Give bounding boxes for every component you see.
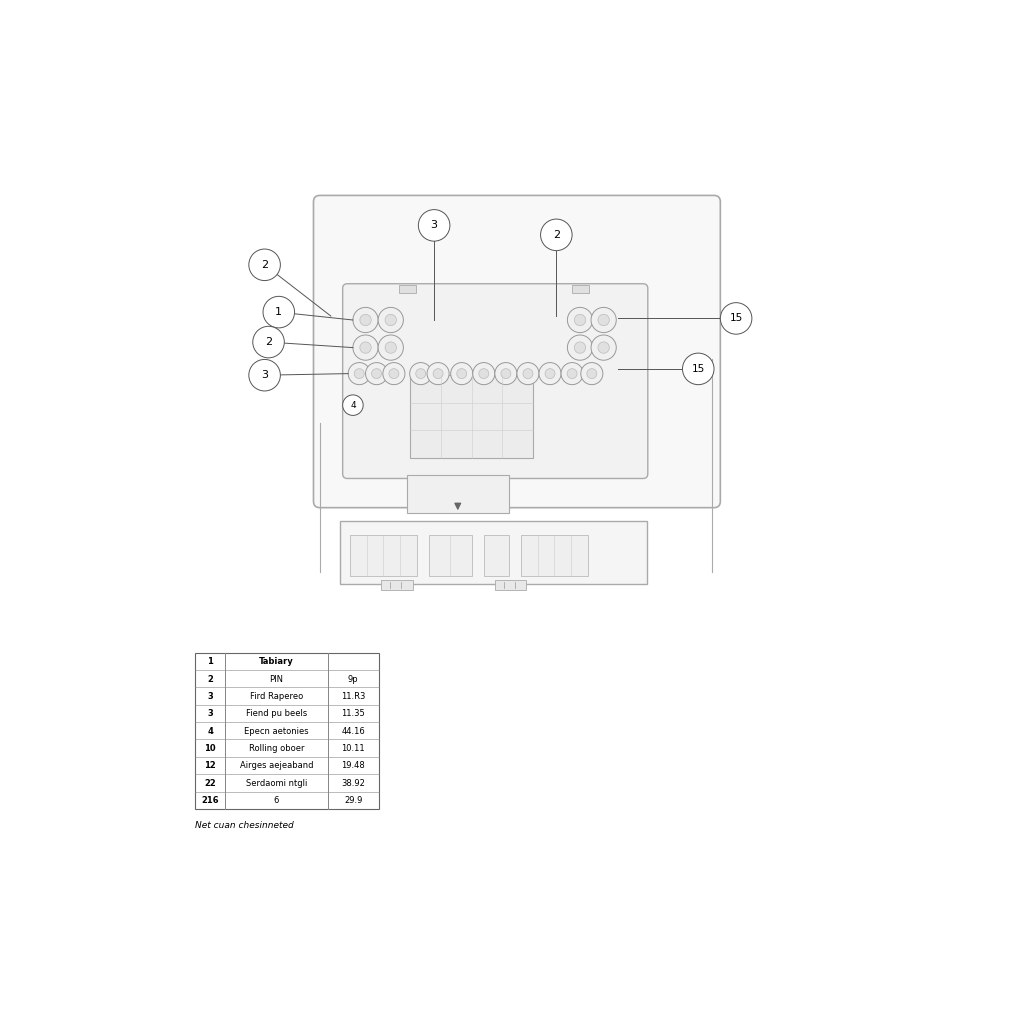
Bar xyxy=(429,536,472,577)
Circle shape xyxy=(539,362,561,385)
Bar xyxy=(521,536,588,577)
Text: 2: 2 xyxy=(261,260,268,269)
Text: 4: 4 xyxy=(207,727,213,735)
Circle shape xyxy=(378,307,403,333)
Circle shape xyxy=(419,210,450,241)
Circle shape xyxy=(517,362,539,385)
Bar xyxy=(407,475,509,513)
Bar xyxy=(381,581,413,590)
Circle shape xyxy=(385,342,396,353)
Bar xyxy=(483,536,509,577)
Circle shape xyxy=(359,314,372,326)
Text: 11.R3: 11.R3 xyxy=(341,692,366,701)
Circle shape xyxy=(427,362,450,385)
Circle shape xyxy=(348,362,371,385)
Circle shape xyxy=(591,335,616,360)
Circle shape xyxy=(523,369,532,379)
Circle shape xyxy=(457,369,467,379)
Bar xyxy=(572,286,590,293)
Text: 19.48: 19.48 xyxy=(341,761,366,770)
Text: 2: 2 xyxy=(207,675,213,684)
Circle shape xyxy=(249,249,281,281)
Circle shape xyxy=(720,303,752,334)
Circle shape xyxy=(574,314,586,326)
Circle shape xyxy=(682,353,714,385)
Circle shape xyxy=(389,369,399,379)
Circle shape xyxy=(545,369,555,379)
Circle shape xyxy=(598,314,609,326)
Circle shape xyxy=(366,362,388,385)
Circle shape xyxy=(372,369,382,379)
Bar xyxy=(398,286,416,293)
Text: 15: 15 xyxy=(729,313,742,324)
Text: 1: 1 xyxy=(207,657,213,667)
Circle shape xyxy=(263,296,295,328)
Text: 3: 3 xyxy=(207,710,213,718)
FancyBboxPatch shape xyxy=(343,284,648,478)
Text: Airges aejeaband: Airges aejeaband xyxy=(240,761,313,770)
Text: PIN: PIN xyxy=(269,675,284,684)
Circle shape xyxy=(501,369,511,379)
Bar xyxy=(196,652,379,809)
Text: 10: 10 xyxy=(205,744,216,753)
Text: 3: 3 xyxy=(207,692,213,701)
Text: 22: 22 xyxy=(205,778,216,787)
Text: Fiend pu beels: Fiend pu beels xyxy=(246,710,307,718)
Circle shape xyxy=(561,362,583,385)
Circle shape xyxy=(249,359,281,391)
Text: 3: 3 xyxy=(261,371,268,380)
Circle shape xyxy=(541,219,572,251)
Text: 9p: 9p xyxy=(348,675,358,684)
Text: 4: 4 xyxy=(350,400,355,410)
FancyBboxPatch shape xyxy=(313,196,720,508)
Circle shape xyxy=(574,342,586,353)
Circle shape xyxy=(479,369,488,379)
Text: 11.35: 11.35 xyxy=(341,710,366,718)
Text: 3: 3 xyxy=(431,220,437,230)
Text: 15: 15 xyxy=(691,364,705,374)
Circle shape xyxy=(383,362,404,385)
Text: 44.16: 44.16 xyxy=(341,727,366,735)
Circle shape xyxy=(353,335,378,360)
Text: Fird Rapereo: Fird Rapereo xyxy=(250,692,303,701)
Circle shape xyxy=(385,314,396,326)
Circle shape xyxy=(567,307,593,333)
Circle shape xyxy=(587,369,597,379)
Text: 29.9: 29.9 xyxy=(344,796,362,805)
Text: Rolling oboer: Rolling oboer xyxy=(249,744,304,753)
Circle shape xyxy=(567,369,578,379)
Circle shape xyxy=(451,362,473,385)
Text: 216: 216 xyxy=(202,796,219,805)
Text: 38.92: 38.92 xyxy=(341,778,366,787)
Text: Serdaomi ntgli: Serdaomi ntgli xyxy=(246,778,307,787)
Circle shape xyxy=(378,335,403,360)
Text: Net cuan chesinneted: Net cuan chesinneted xyxy=(196,820,294,829)
Circle shape xyxy=(416,369,426,379)
Circle shape xyxy=(343,395,364,416)
Circle shape xyxy=(354,369,365,379)
Text: 2: 2 xyxy=(553,229,560,240)
Circle shape xyxy=(598,342,609,353)
Text: 1: 1 xyxy=(275,307,283,317)
Circle shape xyxy=(473,362,495,385)
Bar xyxy=(350,536,417,577)
Text: 10.11: 10.11 xyxy=(341,744,366,753)
Circle shape xyxy=(433,369,443,379)
Circle shape xyxy=(591,307,616,333)
Bar xyxy=(340,521,647,584)
Bar xyxy=(495,581,526,590)
Text: 2: 2 xyxy=(265,337,272,347)
Circle shape xyxy=(567,335,593,360)
Circle shape xyxy=(253,327,285,357)
Circle shape xyxy=(353,307,378,333)
Text: 6: 6 xyxy=(273,796,280,805)
Circle shape xyxy=(410,362,432,385)
Bar xyxy=(411,375,532,458)
Circle shape xyxy=(581,362,603,385)
Circle shape xyxy=(359,342,372,353)
Text: 12: 12 xyxy=(205,761,216,770)
Text: Tabiary: Tabiary xyxy=(259,657,294,667)
Text: Epecn aetonies: Epecn aetonies xyxy=(244,727,309,735)
Circle shape xyxy=(495,362,517,385)
